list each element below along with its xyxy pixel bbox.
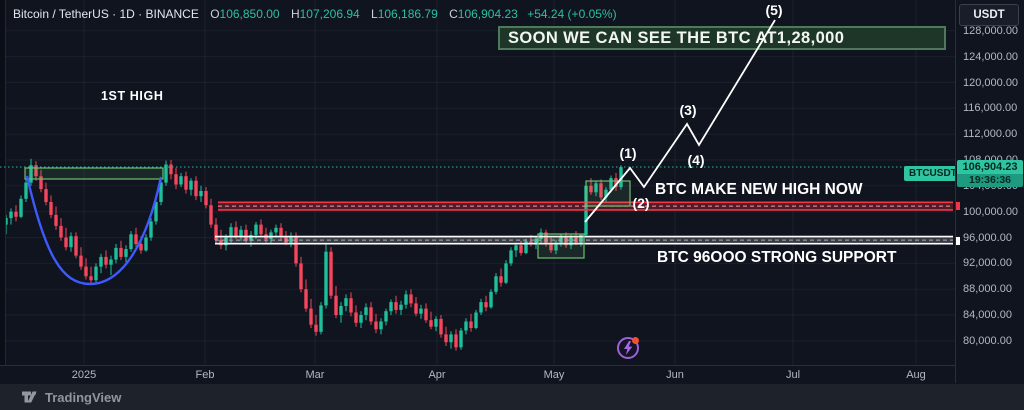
low-value: 106,186.79	[377, 7, 438, 21]
price-tick-label: 116,000.00	[963, 102, 1018, 115]
symbol-price-label: BTCUSDT	[904, 166, 962, 181]
price-tick-label: 92,000.00	[963, 257, 1012, 270]
symbol-legend[interactable]: Bitcoin / TetherUS · 1D · BINANCE O106,8…	[13, 7, 617, 21]
price-tick-label: 96,000.00	[963, 231, 1012, 244]
time-tick-label: Apr	[428, 369, 446, 381]
time-tick-label: Jun	[666, 369, 684, 381]
time-tick-label: Mar	[305, 369, 325, 381]
open-value: 106,850.00	[219, 7, 280, 21]
price-tick-label: 128,000.00	[963, 24, 1019, 37]
price-tick-label: 88,000.00	[963, 283, 1012, 296]
high-label: H	[290, 7, 300, 21]
new-high-label[interactable]: BTC MAKE NEW HIGH NOW	[655, 181, 863, 198]
price-tick-label: 120,000.00	[963, 76, 1019, 89]
time-axis[interactable]: 2025 Feb Mar Apr May Jun Jul Aug	[0, 365, 955, 384]
close-value: 106,904.23	[457, 7, 518, 21]
time-tick-label: Feb	[195, 369, 215, 381]
price-axis[interactable]: USDT 128,000.00 124,000.00 120,000.00 116,0…	[955, 0, 1024, 383]
support-label[interactable]: BTC 96OOO STRONG SUPPORT	[657, 249, 897, 266]
support-axis-marker	[956, 236, 960, 245]
close-label: C	[449, 7, 458, 21]
tradingview-logo-icon[interactable]	[22, 390, 39, 404]
low-label: L	[371, 7, 378, 21]
price-tick-label: 100,000.00	[963, 205, 1019, 218]
time-tick-label: Jul	[785, 369, 801, 381]
wave-label-2[interactable]: (2)	[632, 195, 650, 211]
wave-label-3[interactable]: (3)	[679, 102, 697, 118]
symbol-title[interactable]: Bitcoin / TetherUS · 1D · BINANCE	[13, 7, 199, 21]
price-tick-label: 112,000.00	[963, 128, 1018, 141]
price-target-banner-drawing[interactable]: SOON WE CAN SEE THE BTC AT1,28,000	[498, 26, 946, 50]
time-tick-label: May	[543, 369, 565, 381]
open-label: O	[210, 7, 220, 21]
lightning-icon	[624, 341, 633, 355]
high-value: 107,206.94	[299, 7, 360, 21]
change-value: +54.24 (+0.05%)	[527, 7, 617, 21]
lightning-events-button[interactable]	[617, 337, 639, 359]
chart-canvas[interactable]: SOON WE CAN SEE THE BTC AT1,28,000 1ST H…	[0, 0, 955, 383]
candles-layer	[0, 0, 955, 365]
bar-countdown: 19:36:36	[957, 174, 1023, 187]
last-price-badge: 106,904.23 19:36:36	[957, 160, 1023, 187]
price-tick-label: 80,000.00	[963, 334, 1012, 347]
tradingview-link[interactable]: TradingView	[45, 389, 122, 405]
notification-dot	[632, 337, 639, 344]
last-price-value: 106,904.23	[957, 160, 1023, 174]
drawings-overlay-layer	[0, 19, 953, 223]
chart-left-edge	[0, 0, 6, 383]
price-tick-label: 124,000.00	[963, 50, 1019, 63]
price-tick-label: 84,000.00	[963, 309, 1012, 321]
attribution-bar: TradingView	[0, 383, 1024, 410]
first-high-label[interactable]: 1ST HIGH	[101, 89, 164, 103]
banner-text: SOON WE CAN SEE THE BTC AT1,28,000	[508, 28, 845, 47]
resistance-axis-marker	[956, 202, 960, 211]
time-tick-label: 2025	[71, 369, 97, 381]
wave-label-4[interactable]: (4)	[687, 152, 705, 168]
currency-toggle-button[interactable]: USDT	[959, 4, 1019, 26]
wave-label-5[interactable]: (5)	[765, 2, 783, 18]
time-tick-label: Aug	[906, 369, 926, 381]
wave-label-1[interactable]: (1)	[619, 145, 637, 161]
